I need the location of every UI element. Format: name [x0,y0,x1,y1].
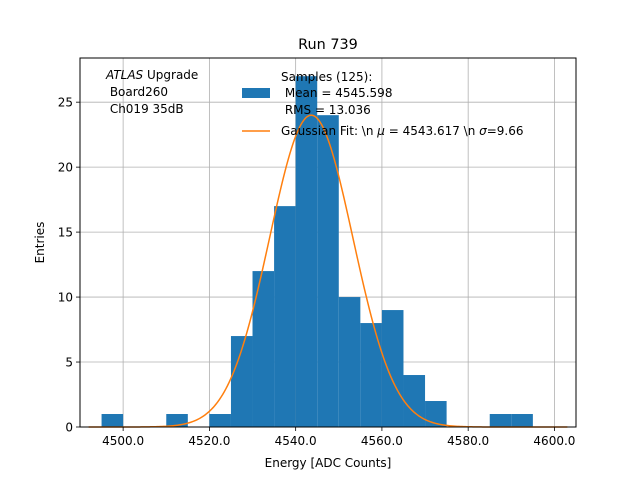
y-tick-label: 10 [58,291,73,305]
histogram-bars [101,76,533,428]
legend-hist-swatch [242,88,270,98]
x-tick-label: 4540.0 [275,434,317,448]
x-axis-label: Energy [ADC Counts] [265,456,392,470]
chart-title: Run 739 [298,37,358,53]
x-tick-label: 4580.0 [447,434,489,448]
legend-fit-label: Gaussian Fit: \n μ = 4543.617 \n σ=9.66 [281,124,524,138]
legend: Samples (125): Mean = 4545.598 RMS = 13.… [242,70,524,138]
histogram-bar [252,271,275,427]
histogram-bar [425,401,447,427]
histogram-bar [230,336,253,427]
histogram-bar [381,310,404,427]
histogram-bar [511,414,533,427]
annotation: ATLAS Upgrade Board260 Ch019 35dB [105,68,198,116]
x-tick-label: 4500.0 [102,434,144,448]
histogram-bar [317,115,339,428]
y-axis-label: Entries [33,222,47,264]
histogram-bar [295,76,318,428]
histogram-bar [360,323,382,427]
x-axis-ticks: 4500.0 4520.0 4540.0 4560.0 4580.0 4600.0 [102,427,575,448]
histogram-bar [338,297,361,427]
y-tick-label: 20 [58,161,73,175]
histogram-bar [101,414,124,427]
legend-hist-line-2: Mean = 4545.598 [281,86,392,100]
histogram-bar [403,375,426,427]
annotation-line-2: Board260 [106,85,168,99]
y-tick-label: 15 [58,226,73,240]
legend-hist-line-1: Samples (125): [281,70,372,84]
histogram-bar [489,414,512,427]
histogram-bar [209,414,231,427]
x-tick-label: 4520.0 [188,434,230,448]
y-tick-label: 5 [65,356,73,370]
histogram-bar [274,206,296,427]
plot-frame [79,57,577,428]
annotation-line-1: ATLAS Upgrade [105,68,198,82]
x-tick-label: 4560.0 [361,434,403,448]
y-tick-label: 0 [65,421,73,435]
legend-hist-line-3: RMS = 13.036 [281,103,371,117]
annotation-line-3: Ch019 35dB [106,102,184,116]
y-axis-ticks: 0 5 10 15 20 25 [58,96,80,435]
x-tick-label: 4600.0 [533,434,575,448]
y-tick-label: 25 [58,96,73,110]
